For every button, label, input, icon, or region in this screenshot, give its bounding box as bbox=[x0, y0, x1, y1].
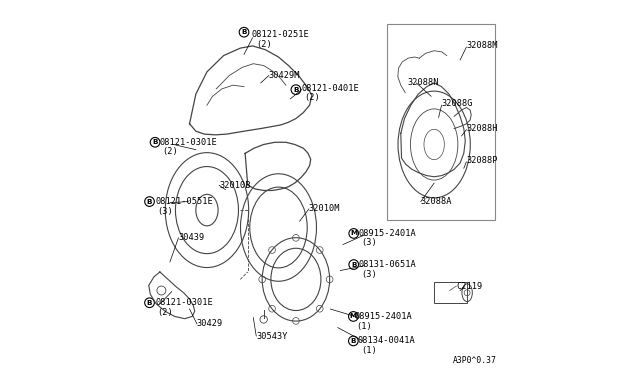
Text: (2): (2) bbox=[162, 147, 178, 156]
Text: 30429: 30429 bbox=[197, 320, 223, 328]
Text: 32088H: 32088H bbox=[467, 124, 498, 133]
Text: 32010B: 32010B bbox=[219, 181, 251, 190]
Text: M: M bbox=[350, 314, 357, 320]
Text: B: B bbox=[147, 300, 152, 306]
Text: 08121-0401E: 08121-0401E bbox=[301, 84, 359, 93]
Text: M: M bbox=[350, 230, 357, 237]
Text: 08121-0551E: 08121-0551E bbox=[155, 197, 213, 206]
Text: C2119: C2119 bbox=[456, 282, 483, 291]
Text: 08121-0251E: 08121-0251E bbox=[252, 30, 309, 39]
Text: B: B bbox=[293, 87, 299, 93]
Text: 08121-0301E: 08121-0301E bbox=[160, 138, 218, 147]
Text: 08915-2401A: 08915-2401A bbox=[359, 229, 417, 238]
Text: (3): (3) bbox=[362, 238, 377, 247]
Text: (2): (2) bbox=[256, 40, 272, 49]
Text: 08915-2401A: 08915-2401A bbox=[354, 312, 412, 321]
Text: (2): (2) bbox=[157, 308, 173, 317]
Text: 32088A: 32088A bbox=[421, 197, 452, 206]
Text: 08121-0301E: 08121-0301E bbox=[155, 298, 213, 307]
Text: B: B bbox=[351, 262, 356, 267]
Text: 30543Y: 30543Y bbox=[256, 331, 288, 341]
Text: 30439: 30439 bbox=[179, 233, 205, 243]
Text: (1): (1) bbox=[356, 321, 372, 331]
Text: 08131-0651A: 08131-0651A bbox=[359, 260, 417, 269]
Text: (3): (3) bbox=[157, 207, 173, 216]
Text: B: B bbox=[351, 338, 356, 344]
Text: A3P0^0.37: A3P0^0.37 bbox=[452, 356, 497, 365]
Text: (1): (1) bbox=[361, 346, 376, 355]
Text: 32088G: 32088G bbox=[442, 99, 473, 108]
Text: 32088P: 32088P bbox=[467, 156, 498, 165]
Text: B: B bbox=[241, 29, 247, 35]
Text: 32088N: 32088N bbox=[407, 78, 438, 87]
Text: B: B bbox=[147, 199, 152, 205]
Text: (3): (3) bbox=[362, 270, 377, 279]
Text: 32010M: 32010M bbox=[309, 205, 340, 214]
Text: 30429M: 30429M bbox=[269, 71, 300, 80]
Text: (2): (2) bbox=[305, 93, 320, 102]
Text: B: B bbox=[152, 139, 158, 145]
Text: 08134-0041A: 08134-0041A bbox=[358, 336, 415, 346]
Text: 32088M: 32088M bbox=[467, 41, 498, 51]
